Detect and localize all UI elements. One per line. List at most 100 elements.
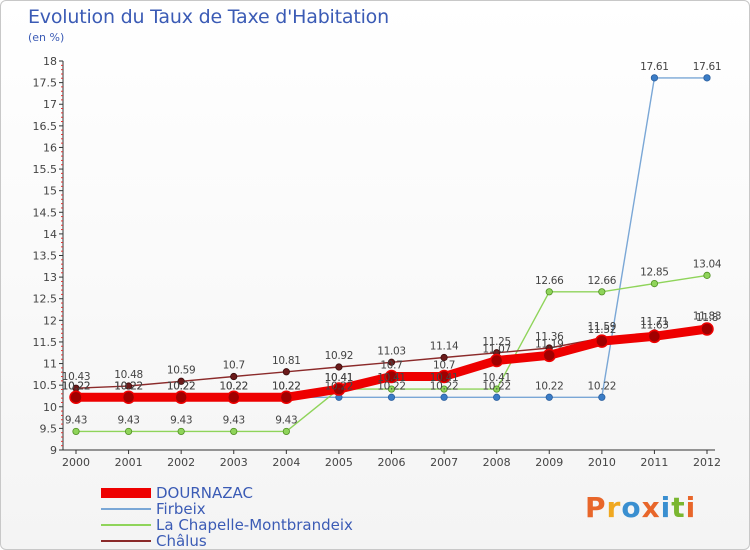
data-label-firbeix: 10.22 [588,380,617,392]
x-tick-label: 2011 [640,456,668,469]
legend-swatch-la-chapelle-montbrandeix [101,524,151,526]
data-label-firbeix: 10.22 [535,380,564,392]
data-label-dournazac: 10.22 [219,380,248,392]
data-point-la-chapelle-montbrandeix [387,385,396,393]
data-point-la-chapelle-montbrandeix [177,427,185,436]
data-point-chalus [335,363,343,371]
data-point-dournazac [174,390,188,405]
proxiti-logo-letter: r [606,491,622,524]
data-point-firbeix [387,393,396,401]
x-tick-label: 2010 [588,456,616,469]
y-tick-label: 13 [43,271,57,284]
data-point-firbeix [703,74,711,82]
data-label-la-chapelle-montbrandeix: 9.43 [117,414,139,426]
y-tick-label: 15.5 [33,163,58,176]
data-point-dournazac [647,329,662,344]
data-point-chalus [124,382,133,390]
data-point-firbeix [440,393,448,401]
data-label-firbeix: 10.22 [167,380,196,392]
y-tick-label: 12 [43,314,57,327]
data-label-la-chapelle-montbrandeix: 9.43 [223,414,245,426]
data-label-la-chapelle-montbrandeix: 12.66 [588,275,617,287]
proxiti-logo-letter: i [685,491,697,524]
y-tick-label: 17 [43,98,57,111]
data-point-dournazac [700,322,714,336]
data-point-firbeix [545,393,553,401]
y-tick-label: 11 [43,358,57,371]
data-label-dournazac: 11.63 [640,319,669,331]
data-point-la-chapelle-montbrandeix [230,427,238,436]
data-label-firbeix: 17.61 [693,61,722,73]
data-label-chalus: 11.03 [377,345,406,357]
data-point-chalus [387,358,396,366]
data-label-chalus: 10.7 [223,360,245,372]
proxiti-logo: Proxiti [585,491,696,524]
legend-label: Firbeix [156,500,206,518]
y-tick-label: 9.5 [40,422,58,435]
proxiti-logo-letter: i [660,491,672,524]
x-tick-label: 2006 [378,456,406,469]
data-label-dournazac: 10.22 [167,380,196,392]
data-label-la-chapelle-montbrandeix: 9.43 [170,414,192,426]
data-point-la-chapelle-montbrandeix [650,279,659,288]
data-label-firbeix: 10.22 [272,380,301,392]
data-label-chalus: 10.92 [325,350,354,362]
data-point-la-chapelle-montbrandeix [72,427,80,436]
data-label-dournazac: 10.41 [325,372,354,384]
data-label-chalus: 11.71 [640,316,669,328]
y-tick-label: 16.5 [33,120,58,133]
y-tick-label: 9 [50,444,57,457]
data-label-firbeix: 10.22 [325,380,354,392]
legend-swatch-chalus [101,540,151,542]
data-point-la-chapelle-montbrandeix [124,427,133,436]
data-label-firbeix: 10.22 [430,380,459,392]
data-label-chalus: 11.25 [482,336,511,348]
y-tick-label: 10.5 [33,379,58,392]
data-label-firbeix: 10.22 [482,380,511,392]
legend-label: La Chapelle-Montbrandeix [156,516,353,534]
data-label-la-chapelle-montbrandeix: 12.66 [535,275,564,287]
data-point-chalus [177,377,185,385]
data-label-dournazac: 10.22 [114,380,143,392]
data-label-firbeix: 10.22 [114,380,143,392]
y-tick-label: 12.5 [33,293,58,306]
legend-label: DOURNAZAC [156,484,253,502]
data-label-chalus: 10.48 [114,369,143,381]
data-point-dournazac [227,390,241,405]
data-label-firbeix: 10.22 [62,380,91,392]
y-tick-label: 11.5 [33,336,58,349]
data-point-firbeix [650,74,659,82]
y-tick-label: 14.5 [33,206,58,219]
data-point-la-chapelle-montbrandeix [598,288,606,296]
data-point-dournazac [69,390,83,405]
data-label-dournazac: 10.22 [272,380,301,392]
x-tick-label: 2004 [272,456,300,469]
data-label-chalus: 10.43 [62,371,91,383]
data-label-chalus: 11.83 [693,311,722,323]
data-label-dournazac: 10.22 [62,380,91,392]
axes: 9 9.5 10 10.5 11 11.5 12 12.5 13 13.5 14 14.5 15 15.5… [33,55,722,469]
x-tick-label: 2001 [115,456,143,469]
x-tick-label: 2003 [220,456,248,469]
data-label-chalus: 10.59 [167,364,196,376]
data-label-la-chapelle-montbrandeix: 10.41 [430,372,459,384]
data-point-dournazac [332,382,346,396]
legend-swatch-dournazac [101,488,151,498]
data-point-la-chapelle-montbrandeix [282,427,290,436]
y-tick-label: 18 [43,55,57,68]
x-tick-label: 2007 [430,456,458,469]
proxiti-logo-letter: x [641,491,661,524]
y-tick-label: 10 [43,401,57,414]
data-point-la-chapelle-montbrandeix [493,385,501,393]
data-point-dournazac [437,369,451,384]
data-label-chalus: 10.81 [272,355,301,367]
data-label-la-chapelle-montbrandeix: 10.41 [325,372,354,384]
data-point-chalus [230,372,238,381]
data-label-firbeix: 17.61 [640,61,669,73]
proxiti-logo-letter: o [621,491,642,524]
legend-label: Châlus [156,532,207,550]
chart-title: Evolution du Taux de Taxe d'Habitation [28,6,389,28]
y-tick-label: 15 [43,185,57,198]
data-label-la-chapelle-montbrandeix: 9.43 [65,414,87,426]
